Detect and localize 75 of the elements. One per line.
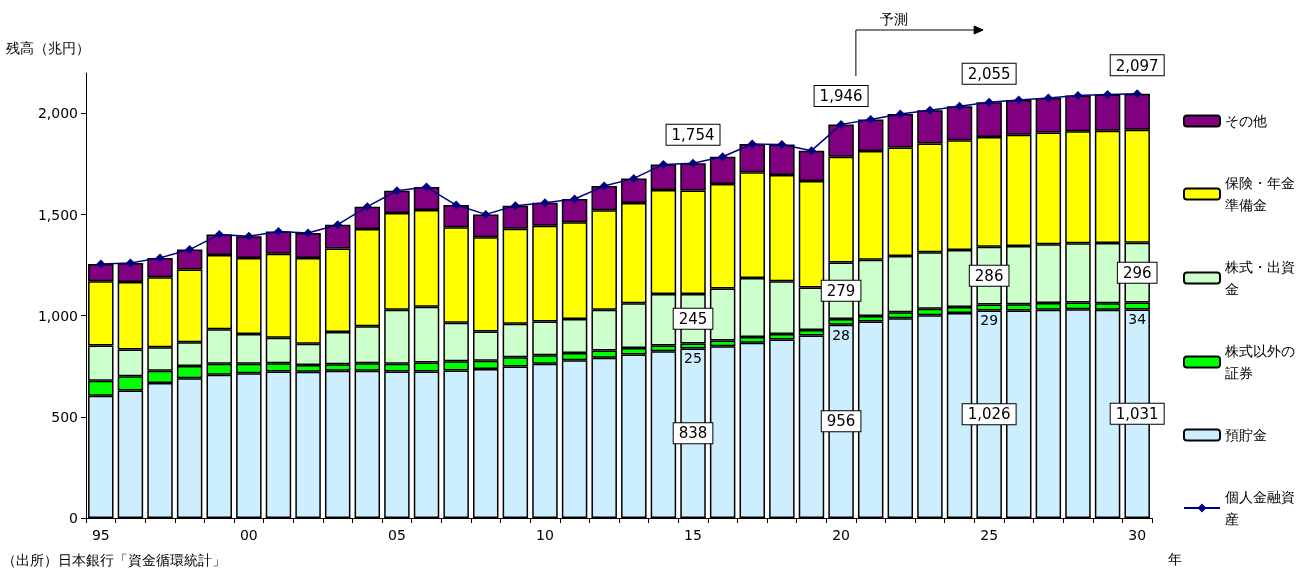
point <box>658 159 668 169</box>
legend-label: 個人金融資産 <box>1225 489 1295 527</box>
point <box>451 200 461 210</box>
x-tick-label: 10 <box>536 527 554 543</box>
point <box>155 253 165 263</box>
point <box>747 139 757 149</box>
point <box>688 158 698 168</box>
point <box>303 228 313 238</box>
point <box>955 101 965 111</box>
data-label: 279 <box>826 281 856 300</box>
text: 予測 <box>880 11 908 27</box>
point <box>1043 93 1053 103</box>
y-axis-title: 残高（兆円） <box>6 40 90 56</box>
point <box>392 186 402 196</box>
y-tick-label: 2,000 <box>37 105 78 122</box>
data-label: 2,097 <box>1115 56 1159 75</box>
point <box>96 259 106 269</box>
point <box>244 231 254 241</box>
y-tick-label: 1,500 <box>37 206 78 223</box>
data-label: 29 <box>980 312 999 329</box>
point <box>599 181 609 191</box>
point <box>422 182 432 192</box>
x-axis-title: 年 <box>1168 551 1182 567</box>
y-tick-label: 0 <box>69 510 78 526</box>
x-tick-label: 20 <box>832 527 850 543</box>
data-label: 28 <box>832 326 850 343</box>
point <box>1132 89 1142 99</box>
x-tick-label: 15 <box>684 527 702 543</box>
point <box>570 194 580 204</box>
data-label: 956 <box>826 412 856 431</box>
point <box>1103 89 1113 99</box>
data-label: 838 <box>678 424 708 443</box>
data-label: 1,946 <box>819 87 863 106</box>
x-tick-label: 00 <box>239 527 258 543</box>
legend-label: 保険・年金準備金 <box>1225 175 1295 213</box>
point <box>481 209 491 219</box>
legend-label: 預貯金 <box>1225 427 1267 443</box>
point <box>1073 90 1083 100</box>
point <box>273 227 283 237</box>
point <box>125 258 135 268</box>
point <box>806 146 816 156</box>
legend-label: 株式・出資金 <box>1224 259 1295 297</box>
point <box>866 115 876 125</box>
point <box>895 109 905 119</box>
point <box>362 202 372 212</box>
text: （出所）日本銀行「資金循環統計」 <box>2 552 226 568</box>
point <box>1014 95 1024 105</box>
data-label: 2,055 <box>967 65 1011 84</box>
legend-label: 株式以外の証券 <box>1224 343 1295 381</box>
x-tick-label: 05 <box>388 527 406 543</box>
point <box>718 152 728 162</box>
point <box>984 97 994 107</box>
x-tick-label: 95 <box>91 527 110 543</box>
point <box>185 245 195 255</box>
legend-label: その他 <box>1225 113 1267 129</box>
point <box>777 139 787 149</box>
data-label: 1,026 <box>967 405 1011 424</box>
data-label: 286 <box>974 266 1004 285</box>
data-label: 245 <box>678 309 708 328</box>
point <box>214 230 224 240</box>
point <box>540 198 550 208</box>
point <box>925 105 935 115</box>
point <box>333 220 343 230</box>
x-tick-label: 30 <box>1128 527 1147 543</box>
point <box>836 119 846 129</box>
data-label: 25 <box>684 350 702 367</box>
data-label: 296 <box>1122 263 1152 282</box>
y-tick-label: 1,000 <box>37 307 78 324</box>
data-label: 34 <box>1128 311 1147 328</box>
y-tick-label: 500 <box>51 408 78 425</box>
data-label: 1,031 <box>1115 404 1159 423</box>
point <box>510 201 520 211</box>
data-label: 1,754 <box>671 126 715 145</box>
x-tick-label: 25 <box>980 527 999 543</box>
point <box>629 173 639 183</box>
